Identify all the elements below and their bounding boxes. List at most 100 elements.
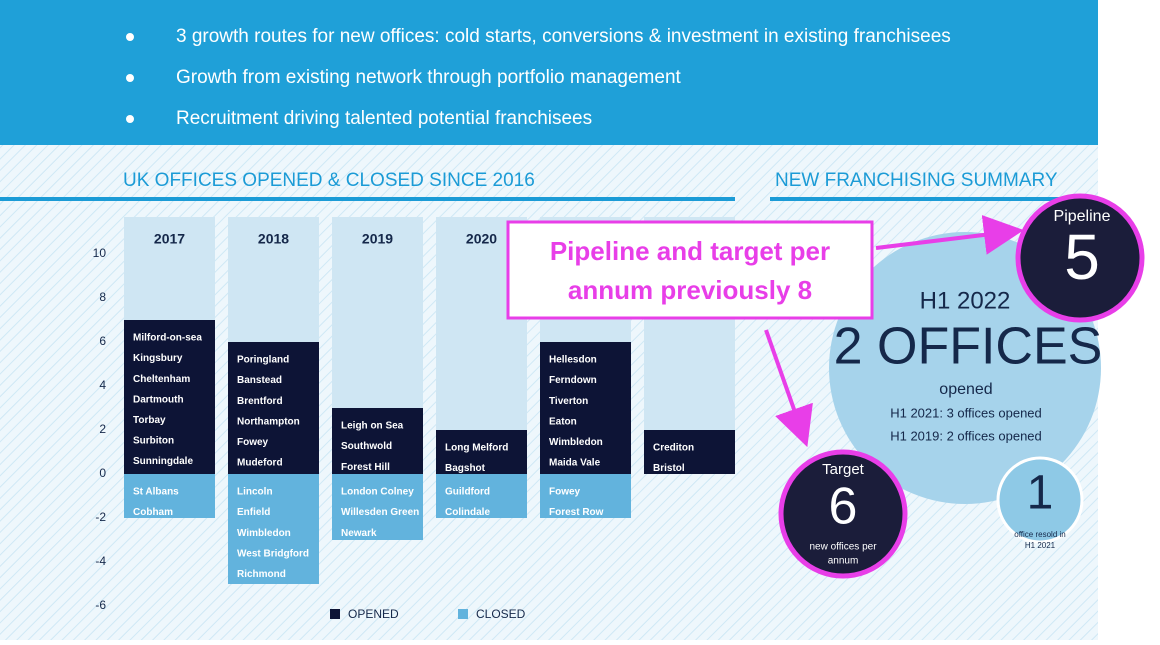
y-tick-label: -2: [95, 510, 106, 524]
bar-label: Wimbledon: [237, 528, 291, 539]
target-caption: annum: [828, 556, 859, 567]
pipeline-label: Pipeline: [1054, 208, 1111, 225]
bar: [124, 474, 215, 518]
bar-label: Guildford: [445, 487, 490, 498]
bar-label: Lincoln: [237, 487, 273, 498]
bar-label: Tiverton: [549, 396, 588, 407]
bar-label: Northampton: [237, 416, 300, 427]
bar: [436, 474, 527, 518]
bar-label: Fowey: [237, 437, 269, 448]
resold-caption: H1 2021: [1025, 541, 1056, 550]
bar: [332, 474, 423, 540]
bar-label: Cobham: [133, 507, 173, 518]
note: H1 2021: 3 offices opened: [890, 405, 1042, 420]
y-tick-label: 10: [93, 246, 107, 260]
bar-label: Mudeford: [237, 458, 283, 469]
target-circle: [778, 449, 908, 579]
bullet-text: Recruitment driving talented potential f…: [176, 108, 592, 129]
bar-label: Crediton: [653, 443, 694, 454]
summary: H1 2022 2 OFFICES opened H1 2021: 3 offi…: [778, 193, 1145, 579]
pipeline-circle: [1015, 193, 1145, 323]
title-rule: [770, 197, 1098, 201]
bar-label: Banstead: [237, 375, 282, 386]
bar: [228, 474, 319, 584]
bar-label: Fowey: [549, 487, 581, 498]
annotation-text: annum previously 8: [568, 275, 812, 305]
legend-label: CLOSED: [476, 607, 526, 621]
banner: [0, 0, 1098, 145]
y-tick-label: -4: [95, 554, 106, 568]
bar-label: Leigh on Sea: [341, 421, 404, 432]
sub: opened: [939, 381, 992, 398]
bar-label: Southwold: [341, 441, 392, 452]
bar-label: Eaton: [549, 416, 577, 427]
x-tick-label: 2017: [154, 231, 185, 247]
legend-swatch: [330, 609, 340, 619]
bar-label: Richmond: [237, 569, 286, 580]
headline: 2 OFFICES: [834, 318, 1103, 376]
bar: [540, 474, 631, 518]
resold-value: 1: [1027, 467, 1054, 520]
bar-label: Colindale: [445, 507, 490, 518]
bullet: [126, 74, 134, 82]
title-rule: [0, 197, 735, 201]
annotation-text: Pipeline and target per: [550, 236, 830, 266]
x-tick-label: 2020: [466, 231, 497, 247]
bar-label: Wimbledon: [549, 437, 603, 448]
bar: [124, 320, 215, 474]
period: H1 2022: [920, 287, 1011, 314]
annotation: Pipeline and target per annum previously…: [506, 215, 1024, 448]
bullet: [126, 115, 134, 123]
bar-label: Bristol: [653, 463, 685, 474]
resold-circle: [996, 456, 1084, 544]
summary-title: NEW FRANCHISING SUMMARY: [775, 170, 1058, 191]
bar-label: Sunningdale: [133, 456, 193, 467]
note: H1 2019: 2 offices opened: [890, 428, 1042, 443]
chart-title: UK OFFICES OPENED & CLOSED SINCE 2016: [123, 170, 535, 191]
bar-label: Willesden Green: [341, 507, 419, 518]
x-tick-label: 2019: [362, 231, 393, 247]
arrow: [875, 215, 1024, 255]
bar-label: Newark: [341, 528, 377, 539]
y-tick-label: 6: [99, 334, 106, 348]
bar-label: Kingsbury: [133, 353, 183, 364]
annotation-box: [506, 220, 874, 320]
target-label: Target: [822, 461, 865, 478]
legend-label: OPENED: [348, 607, 399, 621]
bar: [540, 342, 631, 474]
bar-label: Dartmouth: [133, 394, 184, 405]
bar: [332, 408, 423, 474]
bar-label: London Colney: [341, 487, 414, 498]
arrow: [764, 329, 813, 448]
bar-label: Milford-on-sea: [133, 333, 202, 344]
legend-swatch: [458, 609, 468, 619]
y-tick-label: -6: [95, 598, 106, 612]
y-tick-label: 4: [99, 378, 106, 392]
bar-label: Forest Row: [549, 507, 604, 518]
chart: -6 -4 -2 0 2 4 6 8 10 2017 2018 2019 2020 Milford-on-…: [93, 217, 735, 621]
bar-label: Hellesdon: [549, 355, 597, 366]
y-tick-label: 2: [99, 422, 106, 436]
bar: [228, 342, 319, 474]
x-tick-label: 2018: [258, 231, 289, 247]
bar-label: Long Melford: [445, 443, 508, 454]
bar-label: Enfield: [237, 507, 270, 518]
bar-label: St Albans: [133, 487, 179, 498]
target-caption: new offices per: [809, 542, 877, 553]
bar-label: Maida Vale: [549, 458, 601, 469]
bar: [644, 430, 735, 474]
bullet-text: 3 growth routes for new offices: cold st…: [176, 26, 951, 47]
bar-label: West Bridgford: [237, 548, 309, 559]
bar-label: Ferndown: [549, 375, 597, 386]
y-tick-label: 0: [99, 466, 106, 480]
bar-label: Poringland: [237, 355, 289, 366]
y-tick-label: 8: [99, 290, 106, 304]
bar-label: Torbay: [133, 415, 166, 426]
bar-label: Brentford: [237, 396, 283, 407]
bullet-list: 3 growth routes for new offices: cold st…: [126, 26, 951, 129]
bullet: [126, 33, 134, 41]
bullet-text: Growth from existing network through por…: [176, 67, 682, 88]
resold-caption: office resold in: [1014, 530, 1065, 539]
pipeline-value: 5: [1064, 221, 1100, 293]
